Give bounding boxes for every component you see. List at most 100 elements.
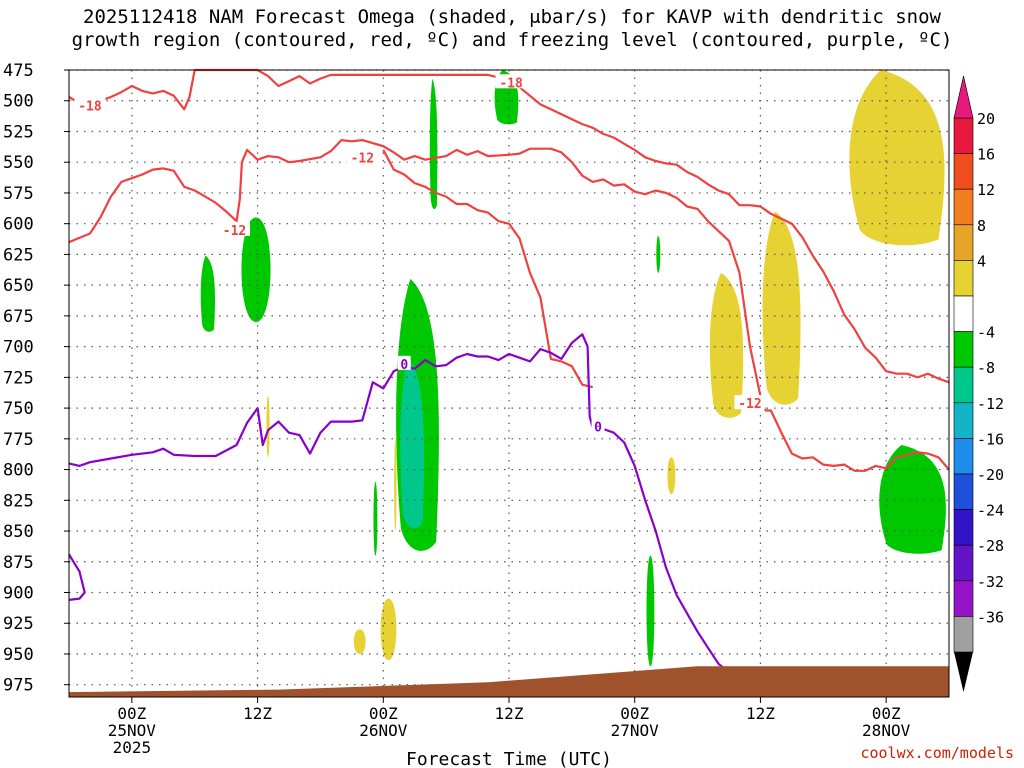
contour-label: 0 — [400, 358, 408, 373]
pressure-tick-label: 825 — [3, 491, 34, 511]
time-tick-label: 00Z — [620, 704, 649, 723]
colorbar-swatch — [953, 544, 974, 582]
dgz-minus18-contour — [68, 68, 950, 384]
pressure-tick-label: 575 — [3, 184, 34, 204]
omega-shading-region — [241, 217, 271, 323]
contour-label-background — [397, 355, 411, 370]
contour-label: -18 — [499, 76, 523, 91]
time-tick-label: 00Z — [872, 704, 901, 723]
colorbar-label: -12 — [977, 395, 1004, 413]
omega-shading-region — [400, 358, 425, 529]
pressure-axis: 475 500 525 550 575 600 625 650 675 700 725 750 775 8… — [3, 61, 69, 696]
time-tick-label: 00Z — [369, 704, 398, 723]
colorbar-label: 16 — [977, 146, 995, 164]
contour-label: -18 — [78, 100, 102, 115]
pressure-tick-label: 975 — [3, 676, 34, 696]
freezing-level-contour — [68, 553, 86, 601]
colorbar-label: -36 — [977, 608, 1004, 626]
terrain-fill — [69, 666, 949, 697]
colorbar-swatch — [953, 438, 974, 475]
dgz-minus12-contour — [68, 139, 950, 472]
contour-label-background — [734, 395, 766, 410]
pressure-tick-label: 550 — [3, 153, 34, 173]
contour-label-background — [219, 221, 251, 236]
omega-shading-region — [266, 395, 270, 458]
pressure-tick-label: 475 — [3, 61, 34, 81]
colorbar-label: -20 — [977, 466, 1004, 484]
dgz-minus12-contour — [382, 149, 594, 389]
pressure-tick-label: 525 — [3, 122, 34, 142]
date-tick-label: 27NOV — [611, 721, 660, 740]
colorbar-label: -32 — [977, 573, 1004, 591]
colorbar-label: -24 — [977, 502, 1004, 520]
year-tick-label: 2025 — [113, 738, 152, 757]
colorbar-bottom-arrow — [954, 652, 973, 692]
pressure-tick-label: 700 — [3, 338, 34, 358]
pressure-tick-label: 625 — [3, 245, 34, 265]
time-tick-label: 12Z — [746, 704, 775, 723]
omega-shading-region — [849, 70, 945, 246]
contour-label: 0 — [594, 421, 602, 436]
omega-shading-region — [373, 481, 378, 556]
pressure-tick-label: 650 — [3, 276, 34, 296]
chart-title-line-2: growth region (contoured, red, ºC) and f… — [71, 29, 953, 51]
pressure-tick-label: 875 — [3, 553, 34, 573]
colorbar-swatch — [953, 188, 974, 226]
colorbar-label: 4 — [977, 252, 986, 270]
colorbar-swatch — [953, 260, 974, 297]
colorbar-swatch — [953, 580, 974, 617]
time-tick-label: 12Z — [243, 704, 272, 723]
colorbar-label: 8 — [977, 217, 986, 235]
contour-layer — [68, 68, 950, 674]
colorbar-label: -4 — [977, 324, 995, 342]
colorbar-swatch — [953, 473, 974, 510]
pressure-tick-label: 775 — [3, 430, 34, 450]
colorbar-swatch — [953, 366, 974, 404]
colorbar-swatch — [953, 402, 974, 439]
time-tick-label: 12Z — [495, 704, 524, 723]
colorbar-label: 12 — [977, 181, 995, 199]
contour-label: -12 — [351, 151, 374, 166]
contour-label-background — [591, 418, 605, 433]
site-credit: coolwx.com/models — [860, 744, 1014, 762]
contour-label-background — [346, 149, 378, 164]
date-tick-label: 26NOV — [359, 721, 408, 740]
colorbar-label: -8 — [977, 359, 995, 377]
pressure-tick-label: 725 — [3, 368, 34, 388]
omega-shading-region — [879, 444, 946, 554]
date-tick-label: 28NOV — [862, 721, 911, 740]
colorbar-swatch — [953, 117, 974, 154]
colorbar-swatch — [953, 616, 974, 653]
colorbar-swatch — [953, 509, 974, 546]
omega-shading-region — [394, 438, 397, 532]
omega-shading-region — [709, 272, 744, 418]
date-tick-label: 25NOV — [108, 721, 157, 740]
time-tick-label: 00Z — [117, 704, 146, 723]
omega-shading-region — [429, 78, 438, 210]
omega-shading-region — [646, 555, 655, 667]
colorbar-swatch — [953, 295, 974, 332]
freezing-level-contour — [68, 333, 730, 674]
pressure-tick-label: 600 — [3, 215, 34, 235]
omega-shading-region — [353, 629, 366, 654]
colorbar-top-arrow — [953, 75, 974, 119]
pressure-tick-label: 800 — [3, 461, 34, 481]
contour-labels: -18 -18 -12 -12 -12 0 0 — [74, 74, 766, 436]
terrain-layer — [69, 666, 949, 697]
contour-label-background — [74, 97, 106, 112]
chart-title-line-1: 2025112418 NAM Forecast Omega (shaded, μ… — [83, 6, 941, 28]
contour-label: -12 — [738, 397, 761, 412]
colorbar-swatch — [953, 224, 974, 261]
omega-shading-region — [656, 235, 661, 273]
colorbar-label: 20 — [977, 110, 995, 128]
omega-shading-region — [762, 211, 801, 405]
chart-title: 2025112418 NAM Forecast Omega (shaded, μ… — [0, 6, 1024, 52]
contour-label: -12 — [223, 224, 246, 239]
pressure-tick-label: 925 — [3, 614, 34, 634]
omega-colorbar: 20 16 12 8 4 -4 -8 -12 -16 -20 -24 -28 -32 -36 — [953, 75, 1004, 692]
pressure-tick-label: 750 — [3, 399, 34, 419]
pressure-tick-label: 950 — [3, 645, 34, 665]
omega-shading-region — [200, 255, 216, 332]
colorbar-label: -16 — [977, 430, 1004, 448]
